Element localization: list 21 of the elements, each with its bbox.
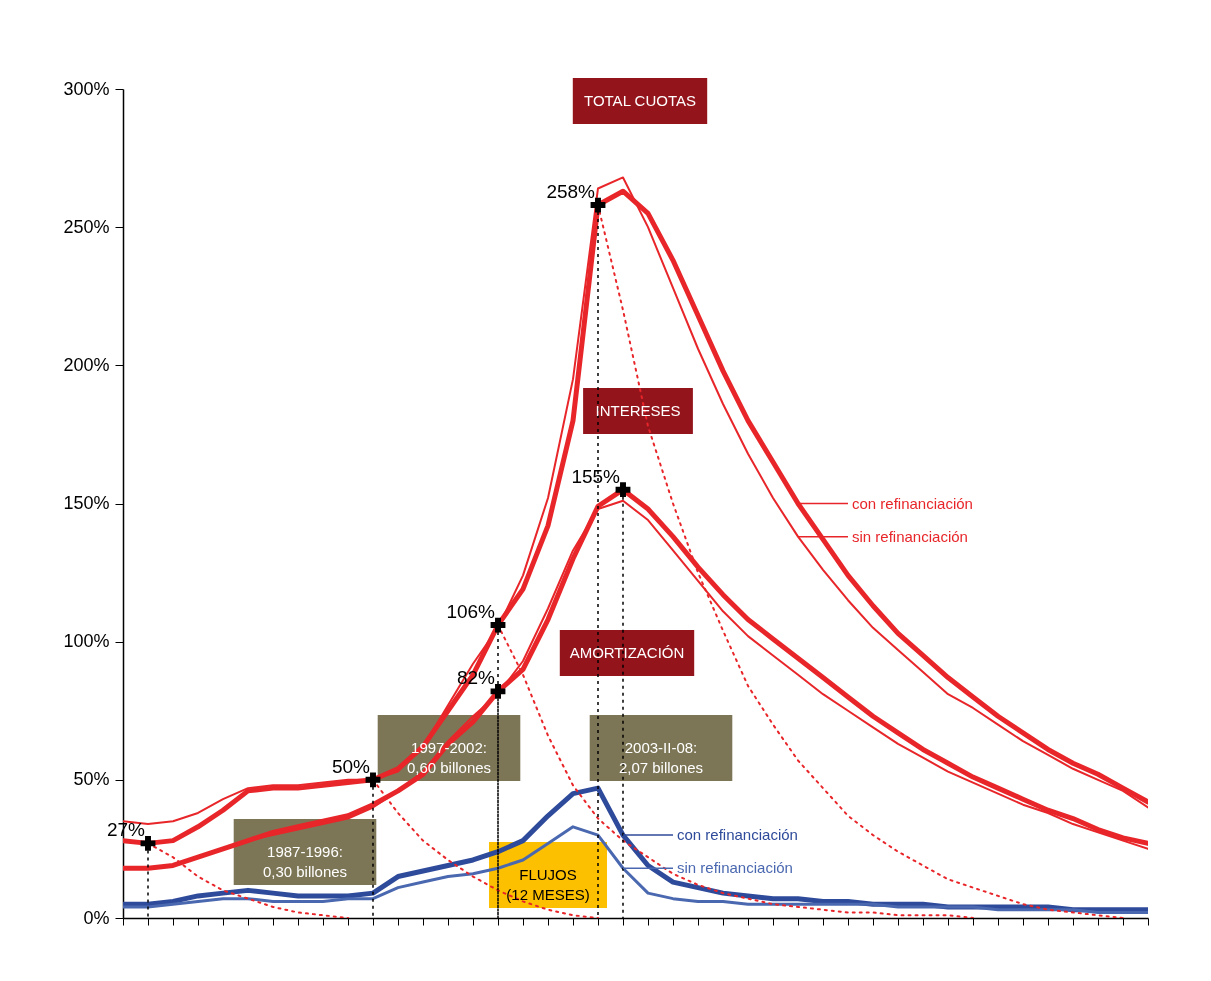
annotation: TOTAL CUOTAS — [584, 92, 696, 109]
data-label: 258% — [546, 181, 596, 203]
y-tick-label: 200% — [63, 354, 110, 375]
legend-label: con refinanciación — [677, 826, 798, 844]
y-tick-label: 150% — [63, 493, 110, 513]
data-label: 50% — [331, 755, 371, 777]
y-tick-label: 50% — [73, 769, 110, 790]
annotation: 1987-1996: 0,30 billones — [262, 843, 348, 880]
legend-label: sin refinanciación — [852, 527, 968, 545]
y-tick-label: 250% — [63, 216, 110, 237]
y-tick-label: 300% — [63, 78, 110, 99]
data-label: 155% — [571, 465, 621, 487]
annotation: FLUJOS (12 MESES) — [506, 866, 590, 903]
annotation: 2003-II-08: 2,07 billones — [618, 739, 704, 776]
y-tick-label: 0% — [83, 907, 110, 928]
y-tick-label: 100% — [63, 631, 110, 652]
legend-label: sin refinanciación — [677, 859, 793, 877]
data-label: 106% — [446, 601, 496, 623]
annotation: INTERESES — [595, 402, 681, 419]
legend-label: con refinanciación — [852, 494, 973, 512]
annotation: AMORTIZACIÓN — [569, 644, 685, 661]
